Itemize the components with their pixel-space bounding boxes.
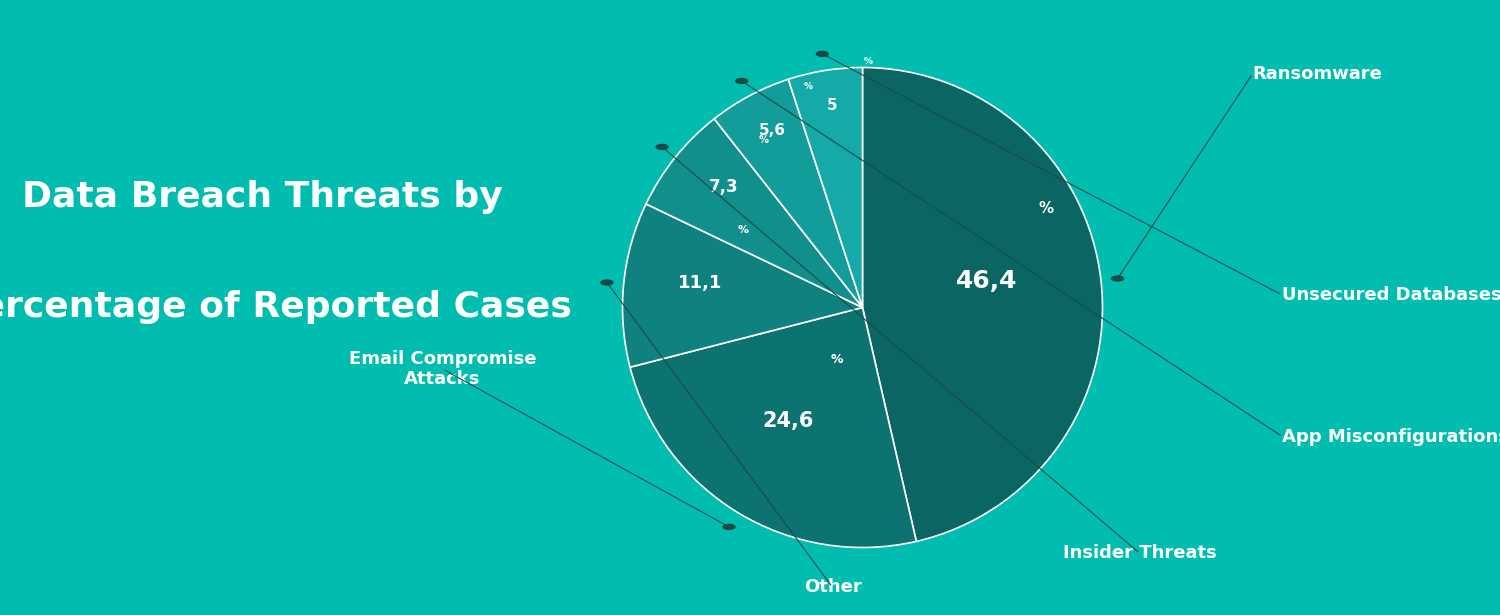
Text: App Misconfigurations: App Misconfigurations xyxy=(1282,427,1500,446)
Text: Unsecured Databases: Unsecured Databases xyxy=(1282,286,1500,304)
Text: Other: Other xyxy=(804,578,861,597)
Wedge shape xyxy=(714,79,862,308)
Text: Data Breach Threats by: Data Breach Threats by xyxy=(22,180,502,214)
Text: %: % xyxy=(1038,200,1053,216)
Text: Percentage of Reported Cases: Percentage of Reported Cases xyxy=(0,290,572,325)
Text: Insider Threats: Insider Threats xyxy=(1064,544,1217,563)
Text: 7,3: 7,3 xyxy=(710,178,738,196)
Text: Ransomware: Ransomware xyxy=(1252,65,1383,83)
Wedge shape xyxy=(630,308,916,547)
Text: %: % xyxy=(864,57,873,66)
Text: 24,6: 24,6 xyxy=(762,411,813,430)
Wedge shape xyxy=(862,68,1102,541)
Text: Email Compromise
Attacks: Email Compromise Attacks xyxy=(348,349,537,389)
Text: 11,1: 11,1 xyxy=(678,274,723,292)
Wedge shape xyxy=(789,68,862,308)
Text: 5,6: 5,6 xyxy=(759,123,786,138)
Text: 5: 5 xyxy=(827,98,837,113)
Wedge shape xyxy=(646,119,862,308)
Wedge shape xyxy=(622,204,862,367)
Text: %: % xyxy=(738,226,748,236)
Text: %: % xyxy=(831,353,843,366)
Text: %: % xyxy=(804,82,813,90)
Text: 46,4: 46,4 xyxy=(956,269,1017,293)
Text: %: % xyxy=(759,135,768,145)
